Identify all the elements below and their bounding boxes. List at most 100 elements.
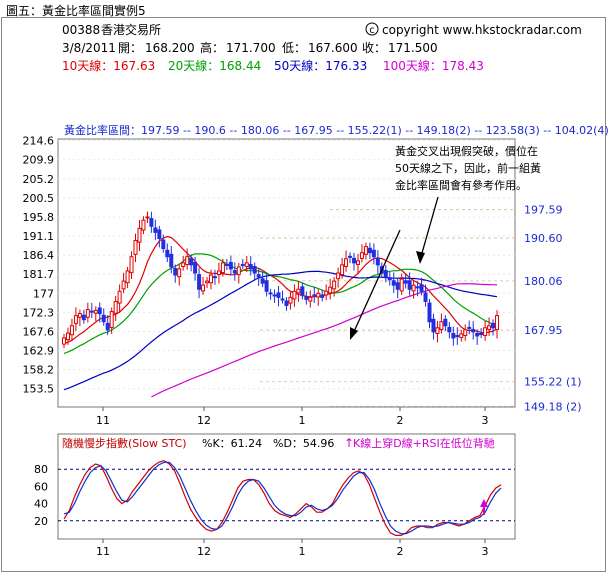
candle-body [129,256,134,274]
figure-title: 圖五：黃金比率區間實例5 [6,4,146,18]
ma50-legend: 50天線：176.33 [274,58,367,73]
candle-body [165,249,170,258]
candle-body [292,290,297,300]
candle-body [324,290,329,296]
candle-body [312,294,317,297]
candle-body [189,257,194,266]
candle-body [471,328,476,333]
price-x-tick-label: 3 [482,414,489,427]
candle-body [363,246,368,255]
candle-body [157,229,162,239]
stc-y-axis: 80 60 40 20 [34,463,48,528]
quote-date: 3/8/2011 [62,41,116,55]
candle-body [276,292,281,298]
stc-x-tick-label: 11 [96,545,110,558]
golden-level-label: 180.06 [524,275,563,288]
annotation-arrow-1 [419,196,439,261]
candle-body [411,284,416,292]
candle-body [348,255,353,258]
open-label: 開： [118,41,142,55]
stc-x-axis: 11 12 1 2 3 [96,539,489,558]
candle-body [97,307,102,315]
price-y-tick-label: 177 [33,287,54,300]
price-y-tick-label: 214.6 [23,135,55,148]
candle-body [479,333,484,336]
price-x-tick-label: 2 [397,414,404,427]
price-y-tick-label: 172.3 [23,306,55,319]
stc-x-tick-label: 3 [482,545,489,558]
candle-body [169,253,174,268]
price-y-tick-label: 205.2 [23,173,55,186]
copyright-symbol: c [369,25,375,36]
golden-level-label: 149.18 (2) [524,400,582,413]
candle-body [395,282,400,290]
candle-body [121,280,126,290]
price-y-tick-label: 167.6 [23,325,55,338]
candle-body [173,268,178,276]
candle-body [89,310,94,313]
ma20-line [63,253,498,354]
chart-header: 00388 香港交易所 c copyright www.hkstockradar… [62,22,609,137]
candle-body [455,335,460,338]
candle-body [407,280,412,290]
candle-body [296,288,301,294]
low-value: 167.600 [308,41,358,55]
candle-body [284,300,289,306]
stc-k-line [63,459,502,536]
candle-body [308,296,313,302]
candle-body [359,252,364,259]
price-y-tick-label: 158.2 [23,364,55,377]
candle-body [463,329,468,337]
ma100-legend: 100天線：178.43 [383,58,484,73]
candle-body [320,294,325,298]
open-value: 168.200 [145,41,195,55]
candle-body [367,247,372,254]
candle-body [125,270,130,284]
candle-body [415,286,420,289]
candle-body [443,318,448,327]
candle-body [85,309,90,318]
stock-name: 香港交易所 [101,22,161,37]
golden-level-label: 155.22 (1) [524,376,582,389]
candle-body [244,262,249,268]
annotation-line-2: 50天線之下，因此，前一組黃 [395,161,541,175]
golden-level-label: 167.95 [524,324,563,337]
stc-panel: 80 60 40 20 隨機慢步指數(Slow STC) %K：61.24 %D：54… [34,433,516,540]
candle-body [185,256,190,265]
candle-body [141,219,146,231]
annotation-arrow-2 [351,229,401,337]
candle-body [431,318,436,333]
candle-body [280,298,285,301]
stc-x-tick-label: 12 [197,545,211,558]
candle-body [81,314,86,321]
candle-body [69,325,74,336]
ma10-legend: 10天線：167.63 [62,58,155,73]
candle-body [403,280,408,284]
candle-body [113,300,118,314]
price-y-tick-label: 209.9 [23,154,55,167]
close-label: 收： [362,41,386,55]
candle-body [220,262,225,274]
stc-arrow-icon: ↑ [344,436,354,450]
stc-signal-arrowhead [480,499,488,507]
candle-body [451,333,456,339]
stc-x-tick-label: 1 [299,545,306,558]
price-plot-area [57,138,516,408]
copyright-text: copyright www.hkstockradar.com [382,23,582,37]
price-x-tick-label: 1 [299,414,306,427]
candle-body [240,263,245,266]
candle-body [137,227,142,243]
price-panel: 214.6 209.9 205.2 200.5 195.8 191.1 186.4 181.7… [23,135,582,414]
candle-body [193,261,198,274]
stc-note: K線上穿D線+RSI在低位背馳 [353,436,495,450]
stc-title: 隨機慢步指數(Slow STC) [62,436,187,450]
price-y-axis: 214.6 209.9 205.2 200.5 195.8 191.1 186.4 181.7… [23,135,55,396]
golden-level-label: 190.60 [524,232,563,245]
price-y-tick-label: 191.1 [23,230,55,243]
candle-body [236,266,241,276]
ma10-line [63,235,498,345]
candle-body [387,278,392,281]
candle-body [391,280,396,286]
candle-body [77,313,82,318]
